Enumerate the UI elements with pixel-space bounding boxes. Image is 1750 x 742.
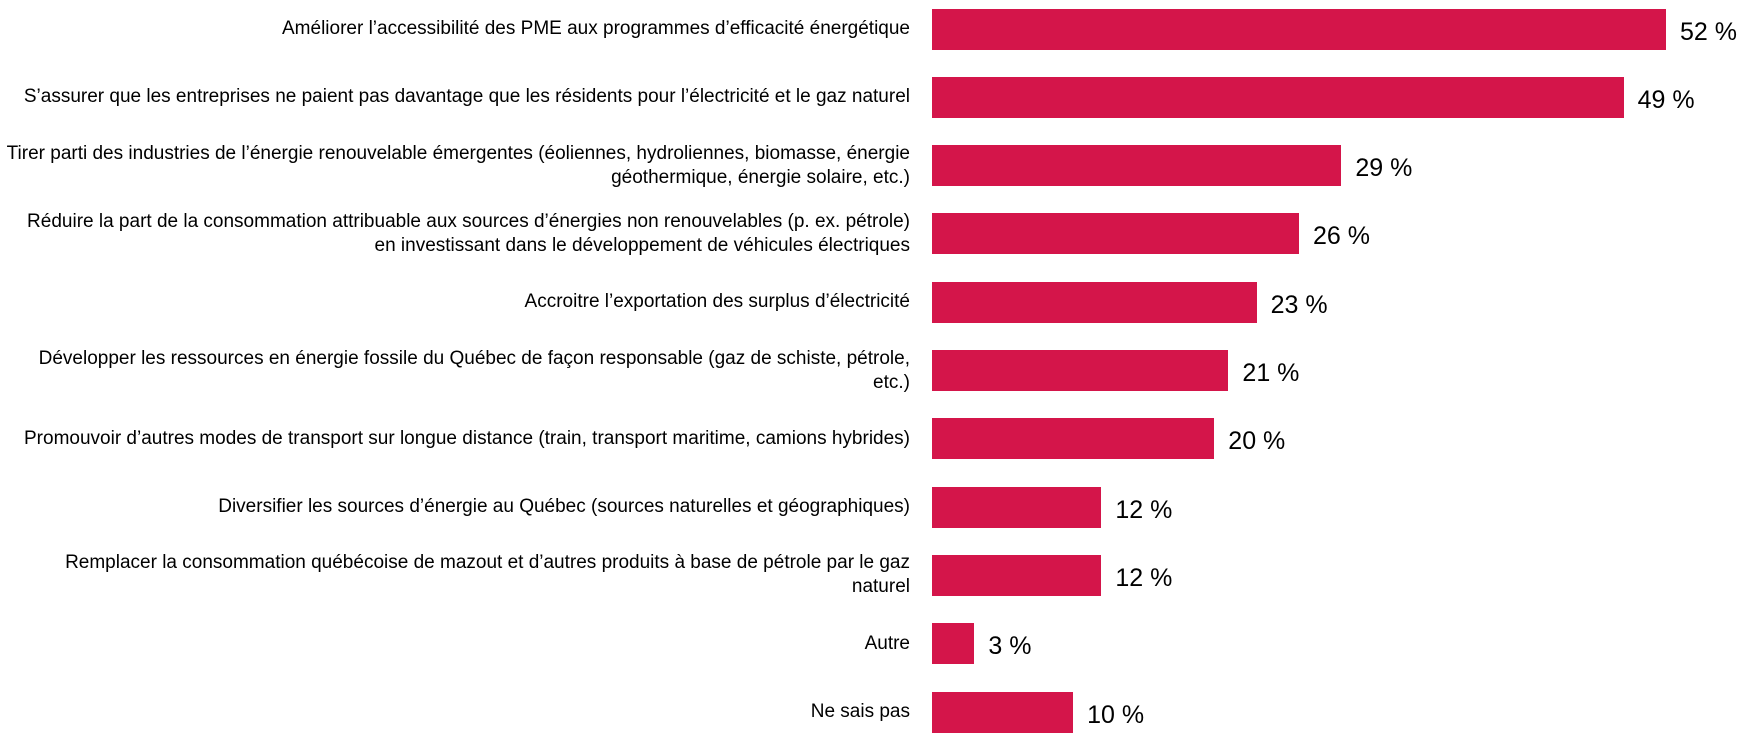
bar bbox=[932, 691, 1074, 733]
value-label: 12 % bbox=[1115, 495, 1173, 524]
value-label: 52 % bbox=[1680, 17, 1737, 46]
bar bbox=[932, 350, 1229, 391]
value-label: 20 % bbox=[1228, 427, 1286, 456]
bar bbox=[932, 8, 1666, 50]
value-label: 12 % bbox=[1115, 563, 1173, 592]
bar bbox=[932, 281, 1257, 323]
category-label: Tirer parti des industries de l’énergie … bbox=[6, 142, 910, 188]
category-label: S’assurer que les entreprises ne paient … bbox=[23, 86, 910, 108]
category-label: Diversifier les sources d’énergie au Qué… bbox=[218, 496, 910, 518]
value-label: 23 % bbox=[1270, 290, 1328, 319]
bar bbox=[932, 486, 1102, 528]
bar bbox=[932, 418, 1215, 460]
category-label: Remplacer la consommation québécoise de … bbox=[65, 552, 910, 598]
bar bbox=[932, 76, 1624, 118]
category-label: Réduire la part de la consommation attri… bbox=[27, 210, 910, 256]
value-label: 49 % bbox=[1637, 85, 1695, 114]
value-label: 29 % bbox=[1355, 154, 1413, 183]
category-label: Ne sais pas bbox=[810, 701, 910, 722]
bar bbox=[932, 145, 1342, 187]
bar bbox=[932, 554, 1102, 596]
category-label: Autre bbox=[864, 632, 910, 654]
value-label: 10 % bbox=[1087, 700, 1145, 729]
category-label: Promouvoir d’autres modes de transport s… bbox=[24, 427, 910, 449]
bar bbox=[932, 623, 975, 665]
value-label: 21 % bbox=[1242, 359, 1300, 387]
bar bbox=[932, 213, 1299, 255]
value-label: 3 % bbox=[988, 632, 1032, 661]
category-label: Améliorer l’accessibilité des PME aux pr… bbox=[282, 18, 910, 39]
value-label: 26 % bbox=[1313, 222, 1370, 251]
category-label: Accroitre l’exportation des surplus d’él… bbox=[524, 291, 910, 313]
category-label: Développer les ressources en énergie fos… bbox=[38, 347, 910, 393]
